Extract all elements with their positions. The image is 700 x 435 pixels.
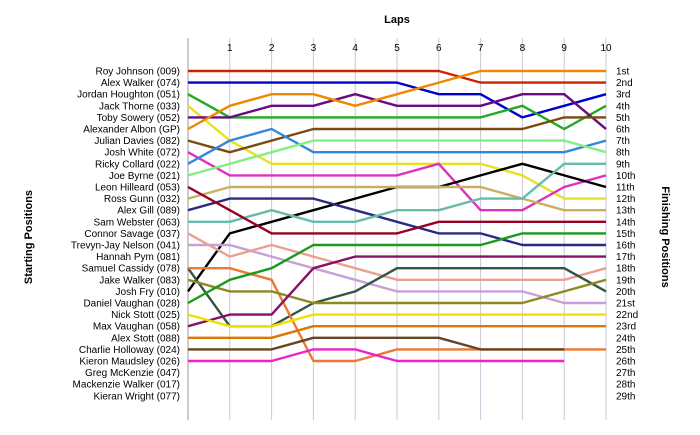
finishing-position-label: 7th xyxy=(616,136,630,147)
starting-position-label: Max Vaughan (058) xyxy=(93,322,180,333)
starting-position-label: Toby Sowery (052) xyxy=(97,113,180,124)
driver-line-17 xyxy=(187,232,607,281)
starting-position-labels: Roy Johnson (009)Alex Walker (074)Jordan… xyxy=(71,67,180,403)
starting-position-label: Jake Walker (083) xyxy=(99,275,180,286)
y-axis-label-left: Starting Positions xyxy=(23,190,35,284)
starting-position-label: Jack Thorne (033) xyxy=(99,101,180,112)
finishing-position-label: 2nd xyxy=(616,78,633,89)
starting-position-label: Alex Stott (088) xyxy=(111,333,180,344)
driver-line-3 xyxy=(187,93,607,131)
x-tick-label: 5 xyxy=(394,43,400,54)
x-tick-label: 1 xyxy=(227,43,233,54)
y-axis-label-right: Finishing Positions xyxy=(659,186,671,287)
starting-position-label: Alex Gill (089) xyxy=(117,206,180,217)
starting-position-label: Kieron Maudsley (026) xyxy=(79,357,180,368)
finishing-position-label: 14th xyxy=(616,217,635,228)
x-tick-label: 10 xyxy=(600,43,612,54)
driver-line-22 xyxy=(187,255,606,328)
starting-position-label: Alexander Albon (GP) xyxy=(83,125,180,136)
driver-line-20 xyxy=(187,278,607,305)
finishing-position-label: 22nd xyxy=(616,310,638,321)
finishing-position-label: 6th xyxy=(616,125,630,136)
finishing-position-label: 10th xyxy=(616,171,635,182)
finishing-position-label: 29th xyxy=(616,391,635,402)
finishing-position-label: 1st xyxy=(616,67,630,78)
finishing-position-label: 3rd xyxy=(616,90,630,101)
x-tick-label: 2 xyxy=(269,43,275,54)
finishing-position-label: 19th xyxy=(616,275,635,286)
finishing-position-label: 20th xyxy=(616,287,635,298)
starting-position-label: Nick Stott (025) xyxy=(111,310,180,321)
finishing-position-label: 8th xyxy=(616,148,630,159)
driver-line-21 xyxy=(187,232,606,305)
starting-position-label: Josh Fry (010) xyxy=(116,287,180,298)
x-tick-labels: 1 2 3 4 5 6 7 8 9 10 xyxy=(227,43,612,54)
x-tick-label: 9 xyxy=(561,43,567,54)
finishing-position-label: 18th xyxy=(616,264,635,275)
starting-position-label: Jordan Houghton (051) xyxy=(77,90,180,101)
finishing-position-label: 24th xyxy=(616,333,635,344)
finishing-position-label: 25th xyxy=(616,345,635,356)
driver-line-6 xyxy=(187,69,606,131)
starting-position-label: Trevyn-Jay Nelson (041) xyxy=(71,241,180,252)
finishing-position-label: 12th xyxy=(616,194,635,205)
starting-position-label: Hannah Pym (081) xyxy=(96,252,180,263)
driver-line-15 xyxy=(187,185,606,235)
driver-line-9 xyxy=(187,127,607,165)
finishing-position-label: 27th xyxy=(616,368,635,379)
driver-line-24 xyxy=(188,325,606,339)
x-tick-label: 8 xyxy=(520,43,526,54)
driver-line-1 xyxy=(188,69,606,84)
starting-position-label: Samuel Cassidy (078) xyxy=(82,264,180,275)
x-tick-label: 6 xyxy=(436,43,442,54)
driver-line-5 xyxy=(188,92,607,130)
starting-position-label: Alex Walker (074) xyxy=(101,78,180,89)
finishing-position-label: 23rd xyxy=(616,322,636,333)
starting-position-label: Connor Savage (037) xyxy=(84,229,180,240)
driver-line-13 xyxy=(187,197,606,247)
driver-line-10 xyxy=(187,139,607,177)
starting-position-label: Mackenzie Walker (017) xyxy=(73,380,180,391)
starting-position-label: Kieran Wright (077) xyxy=(93,391,180,402)
finishing-position-label: 26th xyxy=(616,357,635,368)
x-tick-label: 3 xyxy=(311,43,317,54)
starting-position-label: Daniel Vaughan (028) xyxy=(83,299,180,310)
starting-position-label: Sam Webster (063) xyxy=(93,217,180,228)
driver-line-7 xyxy=(187,116,606,154)
chart-title: Laps xyxy=(384,14,410,26)
starting-position-label: Greg McKenzie (047) xyxy=(85,368,180,379)
finishing-position-label: 5th xyxy=(616,113,630,124)
starting-position-label: Charlie Holloway (024) xyxy=(79,345,180,356)
finishing-position-label: 15th xyxy=(616,229,635,240)
x-tick-label: 4 xyxy=(352,43,358,54)
finishing-position-label: 4th xyxy=(616,101,630,112)
finishing-position-label: 13th xyxy=(616,206,635,217)
starting-position-label: Roy Johnson (009) xyxy=(96,67,181,78)
driver-line-23 xyxy=(187,313,606,328)
driver-line-25 xyxy=(188,336,565,351)
finishing-position-label: 17th xyxy=(616,252,635,263)
series-lines xyxy=(187,69,607,363)
driver-line-26 xyxy=(188,348,565,363)
finishing-position-label: 11th xyxy=(616,183,635,194)
finishing-position-label: 21st xyxy=(616,299,635,310)
finishing-position-label: 28th xyxy=(616,380,635,391)
starting-position-label: Joe Byrne (021) xyxy=(109,171,180,182)
finishing-position-label: 9th xyxy=(616,159,630,170)
finishing-position-labels: 1st2nd3rd4th5th6th7th8th9th10th11th12th1… xyxy=(616,67,638,403)
x-tick-label: 7 xyxy=(478,43,484,54)
starting-position-label: Julian Davies (082) xyxy=(94,136,180,147)
driver-line-14 xyxy=(188,162,606,224)
starting-position-label: Leon Hilleard (053) xyxy=(95,183,180,194)
starting-position-label: Ross Gunn (032) xyxy=(104,194,180,205)
starting-position-label: Ricky Collard (022) xyxy=(95,159,180,170)
starting-position-label: Josh White (072) xyxy=(104,148,180,159)
driver-line-16 xyxy=(188,243,606,305)
finishing-position-label: 16th xyxy=(616,241,635,252)
vertical-grid xyxy=(187,38,607,420)
driver-line-12 xyxy=(187,185,606,212)
